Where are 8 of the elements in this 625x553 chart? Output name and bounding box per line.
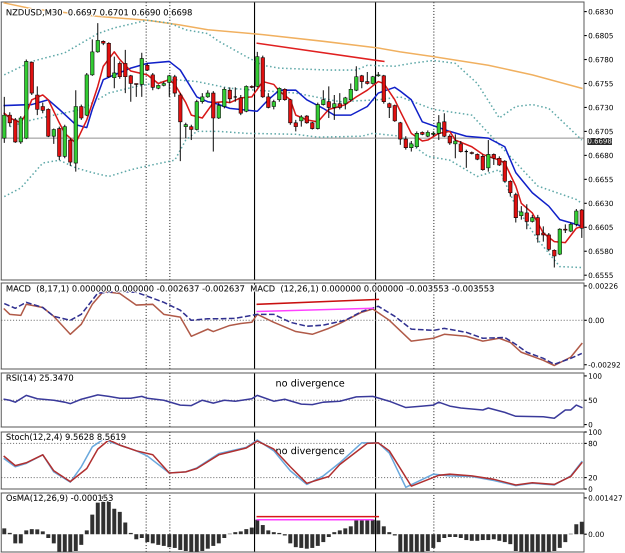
- annotation: no divergence: [276, 379, 344, 389]
- chart-title: Stoch(12,2,4) 9.5628 8.5619: [6, 433, 126, 441]
- line-series: [4, 2, 583, 90]
- line-series: [4, 394, 583, 420]
- line-series: [4, 19, 583, 141]
- text: NZDUSD,M30 0.6697 0.6701 0.6690 0.6698: [6, 9, 192, 16]
- annotation: no divergence: [276, 446, 344, 456]
- chart-title: RSI(14) 25.3470: [6, 374, 74, 382]
